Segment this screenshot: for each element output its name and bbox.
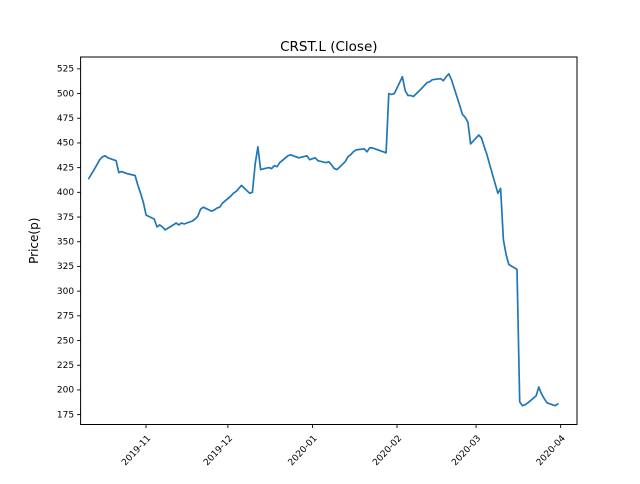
y-tick-label: 475 bbox=[57, 114, 74, 124]
x-tick-label: 2020-03 bbox=[450, 434, 483, 468]
x-tick-label: 2020-02 bbox=[371, 434, 404, 468]
y-tick-label: 325 bbox=[57, 262, 74, 272]
y-tick-label: 375 bbox=[57, 213, 74, 223]
y-tick-label: 250 bbox=[57, 336, 74, 346]
y-tick-label: 200 bbox=[57, 386, 74, 396]
y-axis-ticks: 175 200 225 250 275 300 325 350 375 400 425 450 475 5… bbox=[57, 65, 81, 420]
x-tick-label: 2019-12 bbox=[202, 434, 235, 468]
y-tick-label: 275 bbox=[57, 312, 74, 322]
y-tick-label: 300 bbox=[57, 287, 74, 297]
y-tick-label: 400 bbox=[57, 188, 74, 198]
axes-frame bbox=[80, 56, 578, 425]
y-tick-label: 350 bbox=[57, 238, 74, 248]
chart-title: CRST.L (Close) bbox=[280, 39, 377, 55]
x-tick-label: 2019-11 bbox=[120, 434, 153, 468]
x-axis-ticks: 2019-11 2019-12 2020-01 2020-02 2020-03 2020-… bbox=[120, 424, 568, 469]
x-tick-label: 2020-04 bbox=[535, 434, 568, 469]
y-tick-label: 525 bbox=[57, 65, 74, 75]
y-axis-label: Price(p) bbox=[27, 218, 41, 264]
y-tick-label: 450 bbox=[57, 139, 74, 149]
y-tick-label: 175 bbox=[57, 410, 74, 420]
y-tick-label: 425 bbox=[57, 163, 74, 173]
y-tick-label: 500 bbox=[57, 89, 74, 99]
price-line bbox=[87, 72, 559, 407]
x-tick-label: 2020-01 bbox=[287, 434, 320, 468]
y-tick-label: 225 bbox=[57, 361, 74, 371]
